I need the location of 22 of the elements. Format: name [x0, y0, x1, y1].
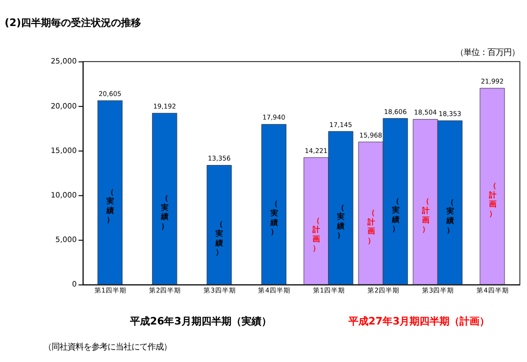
y-tick-label: 10,000	[50, 190, 77, 200]
y-tick-label: 20,000	[50, 101, 77, 110]
text: （実績）	[392, 196, 399, 234]
text: （実績）	[106, 187, 114, 224]
text: （計画）	[488, 181, 496, 218]
y-tick-label: 5,000	[55, 235, 77, 244]
chart-title: (2)四半期毎の受注状況の推移	[4, 17, 142, 30]
y-tick-label: 0	[72, 280, 77, 289]
y-tick-label: 15,000	[50, 146, 77, 155]
text: （実績）	[337, 202, 344, 240]
text: 平成26年3月期四半期（実績）	[128, 315, 272, 328]
text: （実績）	[446, 197, 454, 234]
series-label: （計画）	[312, 216, 320, 253]
text: （実績）	[161, 194, 168, 231]
text: （同社資料を参考に当社にて作成）	[44, 341, 172, 352]
series-label: （実績）	[269, 199, 278, 236]
text: （実績）	[216, 220, 223, 257]
text: （単位：百万円）	[456, 46, 520, 57]
text: （計画）	[422, 196, 429, 234]
text: （計画）	[367, 208, 374, 245]
y-tick-label: 25,000	[50, 56, 77, 66]
text: 平成27年3月期四半期（計画）	[347, 315, 490, 328]
